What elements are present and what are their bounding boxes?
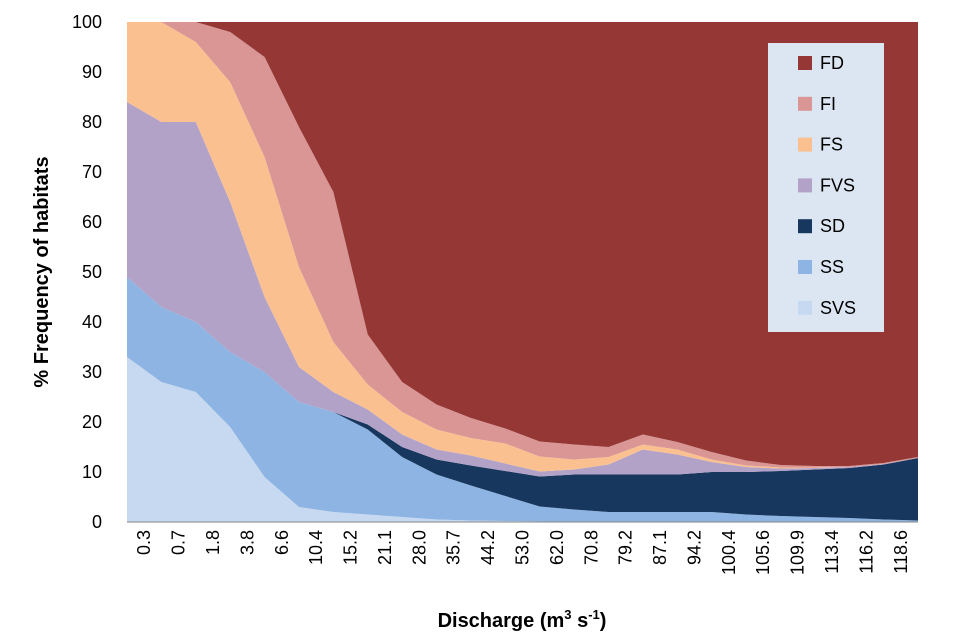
y-axis-title: % Frequency of habitats (31, 156, 53, 387)
legend-swatch-ss (798, 260, 812, 274)
x-tick-label: 100.4 (719, 530, 739, 575)
legend-label-ss: SS (820, 257, 844, 277)
area-series-group (127, 22, 918, 522)
legend-swatch-sd (798, 219, 812, 234)
x-tick-label: 3.8 (237, 530, 257, 555)
x-tick-label: 21.1 (375, 530, 395, 565)
y-tick-label: 80 (82, 112, 102, 132)
legend-label-fvs: FVS (820, 175, 855, 195)
y-tick-label: 100 (72, 12, 102, 32)
x-axis-ticks: 0.3 0.7 1.8 3.8 6.6 10.4 15.2 21.1 28.0 35.7 44.2 5… (134, 530, 911, 575)
x-tick-label: 116.2 (856, 530, 876, 574)
y-tick-label: 0 (92, 512, 102, 532)
x-tick-label: 35.7 (444, 530, 464, 565)
y-tick-label: 40 (82, 312, 102, 332)
x-tick-label: 15.2 (341, 530, 361, 565)
legend-swatch-fvs (798, 178, 812, 193)
x-axis-title: Discharge (m3 s-1) (438, 607, 607, 632)
area-series-svs (127, 357, 918, 522)
y-tick-label: 60 (82, 212, 102, 232)
x-tick-label: 118.6 (891, 530, 911, 574)
x-tick-label: 44.2 (478, 530, 498, 565)
y-tick-label: 10 (82, 462, 102, 482)
x-tick-label: 87.1 (650, 530, 670, 565)
legend-label-sd: SD (820, 216, 845, 236)
x-tick-label: 0.3 (134, 530, 154, 555)
x-tick-label: 6.6 (272, 530, 292, 555)
legend-label-fi: FI (820, 94, 836, 114)
legend-swatch-svs (798, 300, 812, 315)
area-series-sd (127, 277, 918, 521)
x-tick-label: 0.7 (169, 530, 189, 555)
x-tick-label: 109.9 (788, 530, 808, 575)
area-series-fd (127, 22, 918, 466)
x-tick-label: 70.8 (581, 530, 601, 565)
legend: FD FI FS FVS SD SS SVS (768, 43, 884, 332)
legend-label-fd: FD (820, 53, 844, 73)
y-axis-ticks: 0 10 20 30 40 50 60 70 80 90 100 (72, 12, 102, 532)
y-tick-label: 90 (82, 62, 102, 82)
area-series-ss (127, 277, 918, 522)
legend-box (768, 43, 884, 332)
x-tick-label: 79.2 (616, 530, 636, 565)
x-tick-label: 113.4 (822, 530, 842, 574)
x-tick-label: 53.0 (513, 530, 533, 565)
legend-swatch-fd (798, 56, 812, 70)
x-tick-label: 10.4 (306, 530, 326, 565)
y-tick-label: 20 (82, 412, 102, 432)
y-tick-label: 30 (82, 362, 102, 382)
legend-swatch-fs (798, 137, 812, 152)
y-tick-label: 50 (82, 262, 102, 282)
legend-label-fs: FS (820, 135, 843, 155)
y-tick-label: 70 (82, 162, 102, 182)
legend-swatch-fi (798, 96, 812, 111)
x-tick-label: 94.2 (684, 530, 704, 565)
x-tick-label: 28.0 (409, 530, 429, 565)
area-series-fs (127, 22, 918, 472)
x-tick-label: 105.6 (753, 530, 773, 575)
x-tick-label: 62.0 (547, 530, 567, 565)
legend-label-svs: SVS (820, 298, 856, 318)
x-tick-label: 1.8 (203, 530, 223, 555)
